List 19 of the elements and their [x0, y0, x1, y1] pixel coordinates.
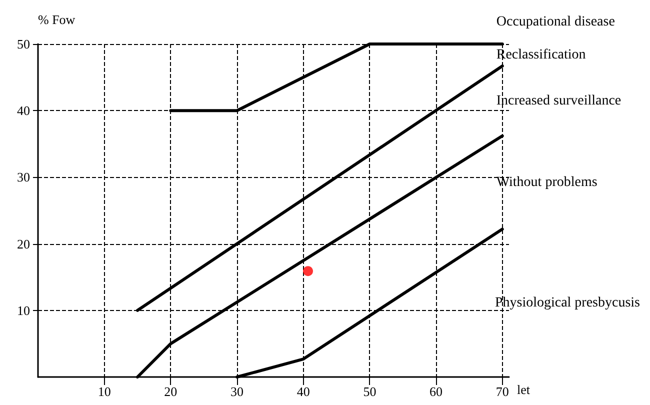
annotation: Without problems: [496, 175, 598, 190]
annotation: Physiological presbycusis: [494, 296, 640, 311]
x-tick-label: 20: [164, 384, 178, 399]
x-tick-label: 10: [98, 384, 111, 399]
y-tick-label: 40: [17, 103, 30, 118]
text: Occupational disease: [496, 14, 615, 30]
annotation: Reclassification: [496, 47, 586, 62]
x-tick-label: 40: [296, 384, 310, 399]
x-tick-label: 70: [496, 384, 509, 399]
y-tick-label: 10: [17, 302, 30, 318]
y-axis-title: % Fow: [38, 12, 76, 27]
y-tick-label: 30: [17, 170, 30, 185]
annotation: Increased surveillance: [496, 93, 622, 108]
x-tick-label: 30: [230, 384, 244, 399]
y-tick-label: 50: [17, 36, 30, 52]
x-tick-label: 50: [363, 384, 376, 399]
y-tick-label: 20: [17, 236, 30, 252]
x-axis-title: let: [517, 382, 530, 397]
x-tick-label: 60: [430, 384, 443, 399]
